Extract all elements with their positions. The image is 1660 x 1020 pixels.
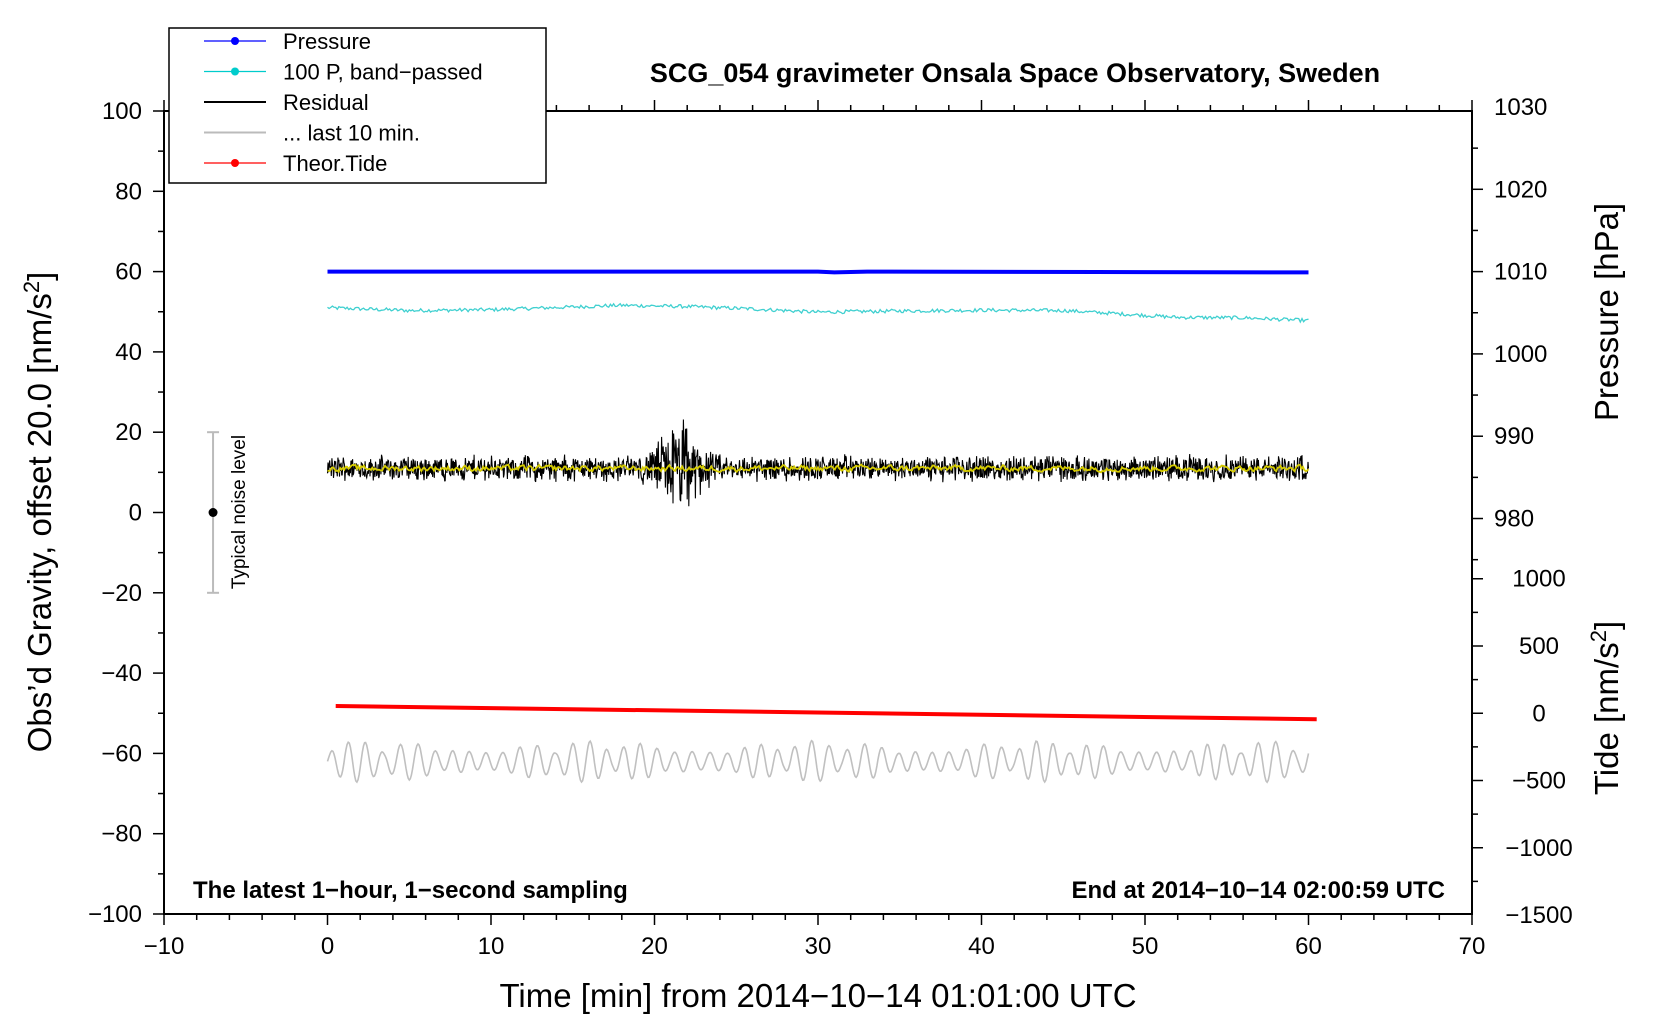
legend-marker (231, 37, 239, 45)
pressure-tick-label: 1000 (1494, 341, 1547, 368)
y-axis-left-title-sup: 2 (19, 281, 44, 293)
y-axis-tide-title-end: ] (1588, 621, 1625, 630)
y-axis-pressure-title: Pressure [hPa] (1588, 203, 1625, 421)
tide-tick-label: −1500 (1505, 902, 1572, 929)
legend-label: Theor.Tide (283, 151, 387, 176)
noise-level-label: Typical noise level (229, 435, 250, 589)
pressure-tick-label: 1020 (1494, 176, 1547, 203)
x-tick-label: 30 (805, 933, 832, 960)
x-tick-label: 60 (1295, 933, 1322, 960)
y-tick-label: 60 (115, 259, 142, 286)
y-tick-label: −80 (101, 821, 142, 848)
y-axis-tide: 1000 500 0 −500 −1000 −1500 (1472, 566, 1573, 929)
series-layer (326, 269, 1317, 784)
y-axis-pressure: 1030 1020 1010 1000 990 980 (1472, 94, 1547, 561)
legend-label: ... last 10 min. (283, 121, 420, 146)
y-tick-label: 100 (102, 98, 142, 125)
y-tick-label: −40 (101, 660, 142, 687)
series-residual-smoothed (327, 463, 1310, 474)
series-theoretical-tide (335, 704, 1317, 722)
legend-marker (231, 67, 239, 76)
y-tick-label: −100 (88, 901, 142, 928)
x-axis-title: Time [min] from 2014−10−14 01:01:00 UTC (499, 977, 1136, 1014)
pressure-tick-label: 990 (1494, 423, 1534, 450)
x-tick-label: 40 (968, 933, 995, 960)
legend-marker (231, 159, 239, 167)
x-tick-label: −10 (144, 933, 185, 960)
y-axis-left-title: Obs’d Gravity, offset 20.0 [nm/s2] (19, 272, 58, 753)
y-tick-label: 0 (129, 500, 142, 527)
y-axis-tide-title-main: Tide [nm/s (1588, 642, 1625, 795)
x-tick-label: 0 (321, 933, 334, 960)
legend-label: Pressure (283, 29, 371, 54)
noise-bar-point (208, 508, 218, 517)
x-tick-label: 10 (478, 933, 505, 960)
y-tick-label: 40 (115, 339, 142, 366)
plot-frame (163, 110, 1473, 915)
x-tick-label: 50 (1132, 933, 1159, 960)
legend-box (168, 27, 547, 184)
noise-level-indicator: Typical noise level (207, 431, 250, 594)
y-axis-tide-title-sup: 2 (1586, 630, 1611, 642)
tide-tick-label: 0 (1532, 700, 1545, 727)
tide-tick-label: −1000 (1505, 835, 1572, 862)
tide-tick-label: −500 (1512, 768, 1566, 795)
y-tick-label: −20 (101, 580, 142, 607)
legend-label: 100 P, band−passed (283, 60, 483, 85)
legend: Pressure 100 P, band−passed Residual ... la… (168, 27, 547, 184)
y-tick-label: 80 (115, 178, 142, 205)
y-tick-label: −60 (101, 740, 142, 767)
x-axis: −10 0 10 20 30 40 50 60 70 (144, 100, 1486, 960)
y-axis-left: 100 80 60 40 20 0 −20 −40 −60 −80 −100 (88, 98, 164, 928)
x-tick-label: 70 (1459, 933, 1486, 960)
annotation-end-time: End at 2014−10−14 02:00:59 UTC (1071, 877, 1445, 904)
annotation-sampling: The latest 1−hour, 1−second sampling (193, 877, 628, 904)
pressure-tick-label: 980 (1494, 506, 1534, 533)
pressure-tick-label: 1010 (1494, 259, 1547, 286)
x-tick-label: 20 (641, 933, 668, 960)
pressure-tick-label: 1030 (1494, 94, 1547, 121)
tide-tick-label: 1000 (1512, 566, 1565, 593)
y-axis-left-title-end: ] (21, 272, 58, 281)
legend-label: Residual (283, 90, 369, 115)
tide-tick-label: 500 (1519, 633, 1559, 660)
series-residual (326, 419, 1310, 507)
series-last-10-min (326, 739, 1310, 784)
chart-title: SCG_054 gravimeter Onsala Space Observat… (650, 58, 1380, 88)
y-tick-label: 20 (115, 419, 142, 446)
y-axis-left-title-main: Obs’d Gravity, offset 20.0 [nm/s (21, 293, 58, 752)
series-pressure (327, 269, 1309, 275)
y-axis-tide-title: Tide [nm/s2] (1586, 621, 1625, 795)
series-band-passed-pressure (327, 302, 1309, 324)
